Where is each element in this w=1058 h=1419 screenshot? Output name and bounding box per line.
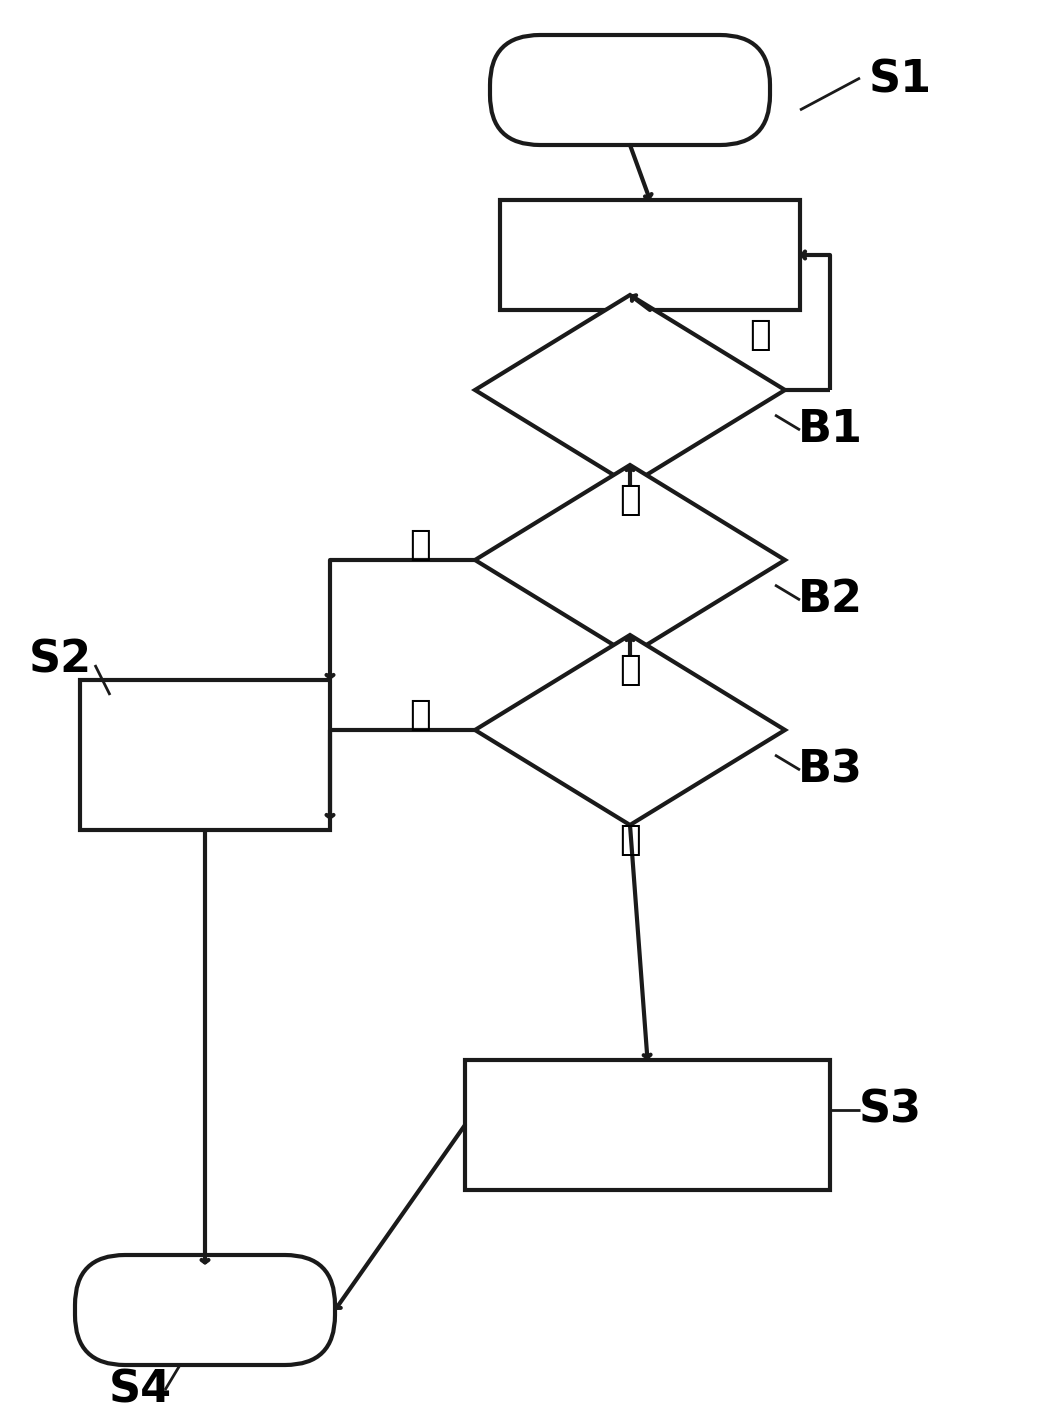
Text: S2: S2 bbox=[29, 639, 92, 681]
Polygon shape bbox=[475, 465, 785, 656]
Text: B3: B3 bbox=[798, 748, 862, 792]
Text: 否: 否 bbox=[749, 318, 771, 352]
Text: S4: S4 bbox=[108, 1368, 171, 1412]
Polygon shape bbox=[475, 634, 785, 824]
Text: 否: 否 bbox=[409, 528, 431, 562]
Text: 是: 是 bbox=[619, 482, 641, 517]
Text: S1: S1 bbox=[869, 58, 931, 102]
Polygon shape bbox=[475, 295, 785, 485]
Bar bbox=[80, 680, 330, 830]
Text: 是: 是 bbox=[619, 823, 641, 857]
Bar bbox=[466, 1060, 829, 1191]
Text: B2: B2 bbox=[798, 579, 862, 622]
FancyBboxPatch shape bbox=[75, 1254, 335, 1365]
Bar bbox=[500, 200, 800, 309]
Text: S3: S3 bbox=[858, 1088, 922, 1131]
Text: 是: 是 bbox=[619, 653, 641, 687]
Text: B1: B1 bbox=[798, 409, 862, 451]
Text: 否: 否 bbox=[409, 698, 431, 732]
FancyBboxPatch shape bbox=[490, 35, 770, 145]
